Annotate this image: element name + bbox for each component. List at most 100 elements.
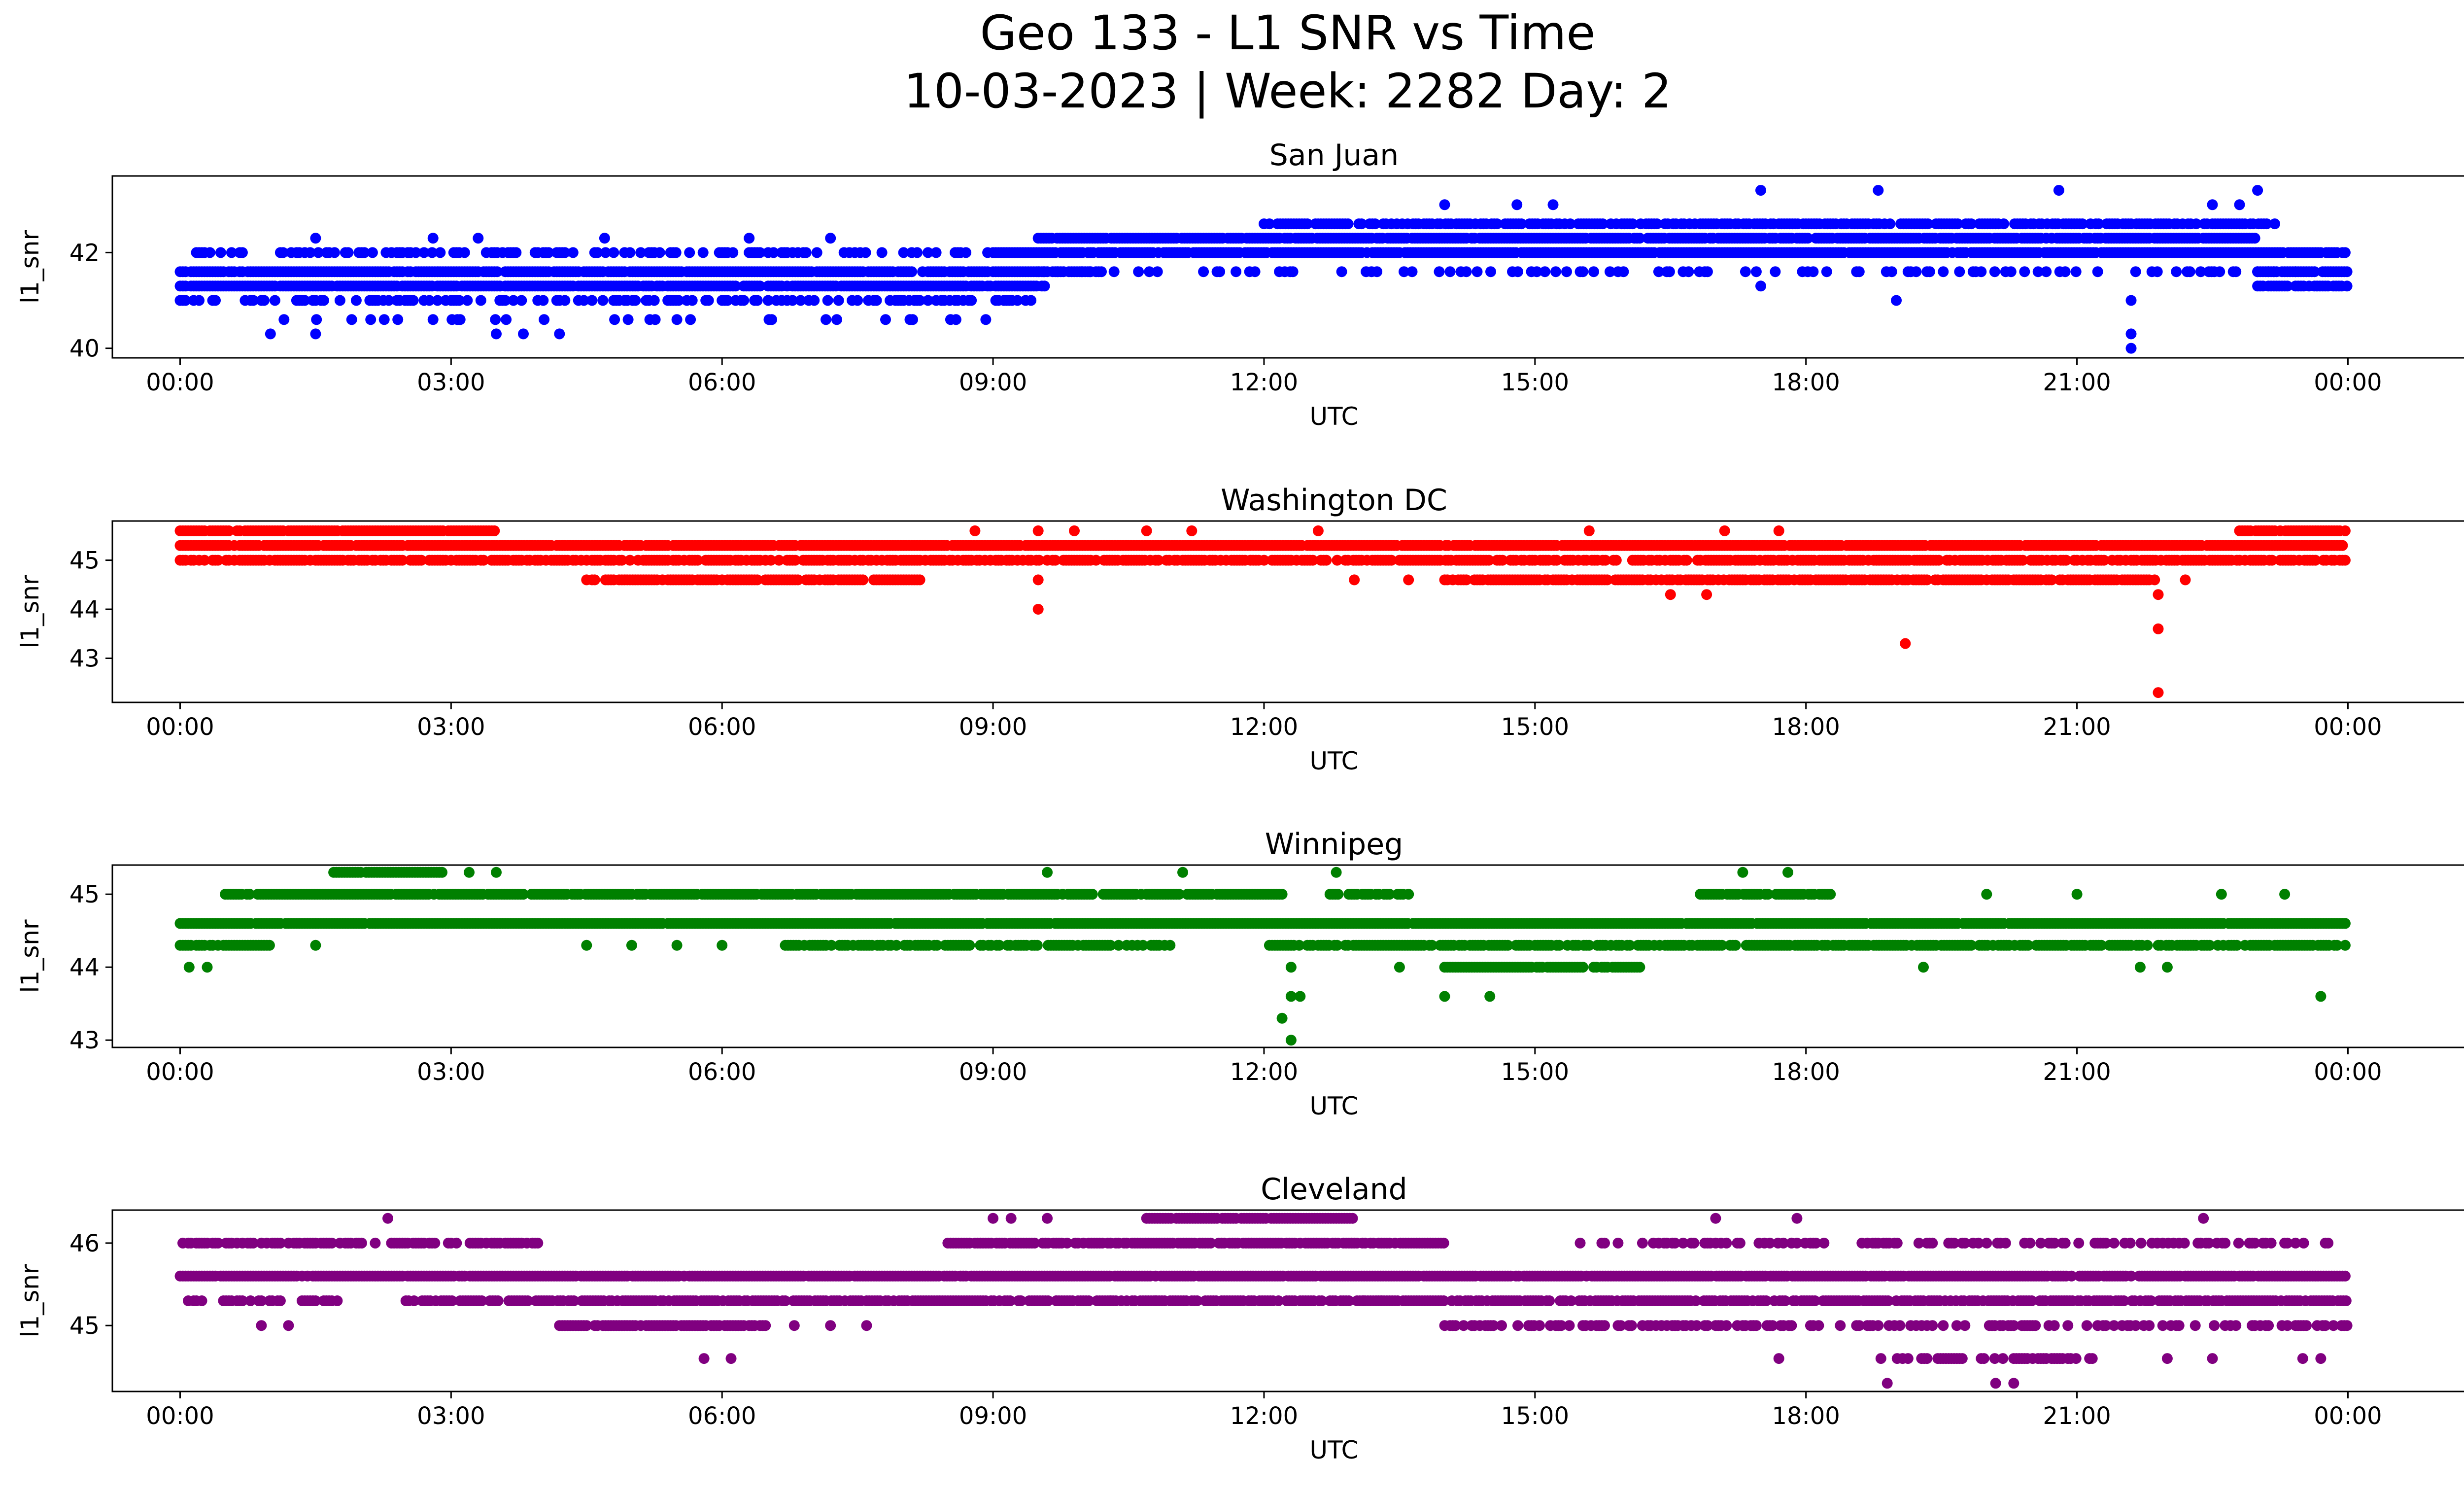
y-tick-label: 40 <box>69 335 100 363</box>
data-point <box>907 314 918 325</box>
data-point <box>1332 555 1343 566</box>
data-point <box>1091 555 1101 566</box>
data-point <box>635 247 647 258</box>
x-tick-label: 12:00 <box>1230 713 1298 741</box>
data-point <box>1439 199 1450 210</box>
data-point <box>624 247 636 258</box>
data-point <box>599 233 610 244</box>
data-point <box>2046 574 2057 586</box>
data-point <box>876 247 888 258</box>
data-point <box>2171 266 2182 278</box>
data-point <box>2059 266 2071 278</box>
data-point <box>1933 555 1945 566</box>
data-point <box>1152 266 1163 278</box>
data-point <box>1336 266 1347 278</box>
data-point <box>692 555 703 566</box>
data-point <box>237 247 248 258</box>
data-point <box>410 247 421 258</box>
data-point <box>415 555 427 566</box>
data-point <box>754 280 766 292</box>
data-point <box>722 295 733 306</box>
data-point <box>2125 295 2137 306</box>
scatter-series <box>174 525 2351 698</box>
data-point <box>1989 266 2000 278</box>
data-point <box>1651 218 1663 230</box>
data-point <box>500 295 511 306</box>
data-point <box>857 574 869 586</box>
data-point <box>365 314 376 325</box>
data-point <box>489 525 500 536</box>
data-point <box>703 295 714 306</box>
data-point <box>1153 555 1164 566</box>
data-point <box>2339 247 2351 258</box>
x-tick-label: 03:00 <box>417 369 485 396</box>
data-point <box>277 247 289 258</box>
data-point <box>2269 218 2280 230</box>
data-point <box>630 295 641 306</box>
data-point <box>852 295 863 306</box>
data-point <box>2060 555 2072 566</box>
data-point <box>727 247 739 258</box>
data-point <box>1231 266 1242 278</box>
y-tick-label: 44 <box>69 596 100 624</box>
data-point <box>1497 555 1508 566</box>
data-point <box>1547 199 1559 210</box>
data-point <box>1900 638 1911 649</box>
data-point <box>1516 218 1527 230</box>
data-point <box>1512 266 1523 278</box>
data-point <box>898 247 909 258</box>
data-point <box>329 247 340 258</box>
x-axis-label: UTC <box>1309 402 1358 431</box>
data-point <box>1821 266 1832 278</box>
data-point <box>1264 218 1275 230</box>
data-point <box>378 314 390 325</box>
data-point <box>1069 525 1080 536</box>
data-point <box>1371 266 1383 278</box>
data-point <box>1976 266 1987 278</box>
data-point <box>1681 555 1692 566</box>
data-point <box>950 314 961 325</box>
data-point <box>1755 185 1766 196</box>
data-point <box>1214 266 1226 278</box>
data-point <box>310 233 321 244</box>
data-point <box>787 295 798 306</box>
data-point <box>2339 918 2351 929</box>
x-tick-label: 09:00 <box>959 369 1027 396</box>
data-point <box>1597 218 1608 230</box>
data-point <box>2234 199 2245 210</box>
data-point <box>768 247 779 258</box>
data-point <box>670 247 682 258</box>
data-point <box>538 295 549 306</box>
data-point <box>312 247 324 258</box>
data-point <box>554 328 565 340</box>
data-point <box>1249 266 1261 278</box>
data-point <box>1321 555 1332 566</box>
data-point <box>2077 218 2088 230</box>
data-point <box>2153 687 2164 698</box>
scatter-series <box>174 185 2353 354</box>
x-tick-label: 03:00 <box>417 713 485 741</box>
data-point <box>966 295 977 306</box>
data-point <box>2130 266 2141 278</box>
data-point <box>2310 555 2321 566</box>
data-point <box>766 314 777 325</box>
data-point <box>491 266 503 278</box>
x-tick-label: 21:00 <box>2043 713 2111 741</box>
data-point <box>1966 218 1977 230</box>
x-tick-label: 18:00 <box>1772 369 1840 396</box>
data-point <box>2184 266 2195 278</box>
data-point <box>1998 218 2010 230</box>
data-point <box>616 555 627 566</box>
data-point <box>1052 266 1063 278</box>
data-point <box>194 295 205 306</box>
data-point <box>1259 555 1269 566</box>
data-point <box>2195 266 2206 278</box>
data-point <box>1531 266 1542 278</box>
data-point <box>1472 266 1483 278</box>
data-point <box>1349 574 1360 586</box>
data-point <box>559 295 571 306</box>
data-point <box>738 295 750 306</box>
data-point <box>210 295 221 306</box>
data-point <box>1577 266 1588 278</box>
data-point <box>906 266 918 278</box>
